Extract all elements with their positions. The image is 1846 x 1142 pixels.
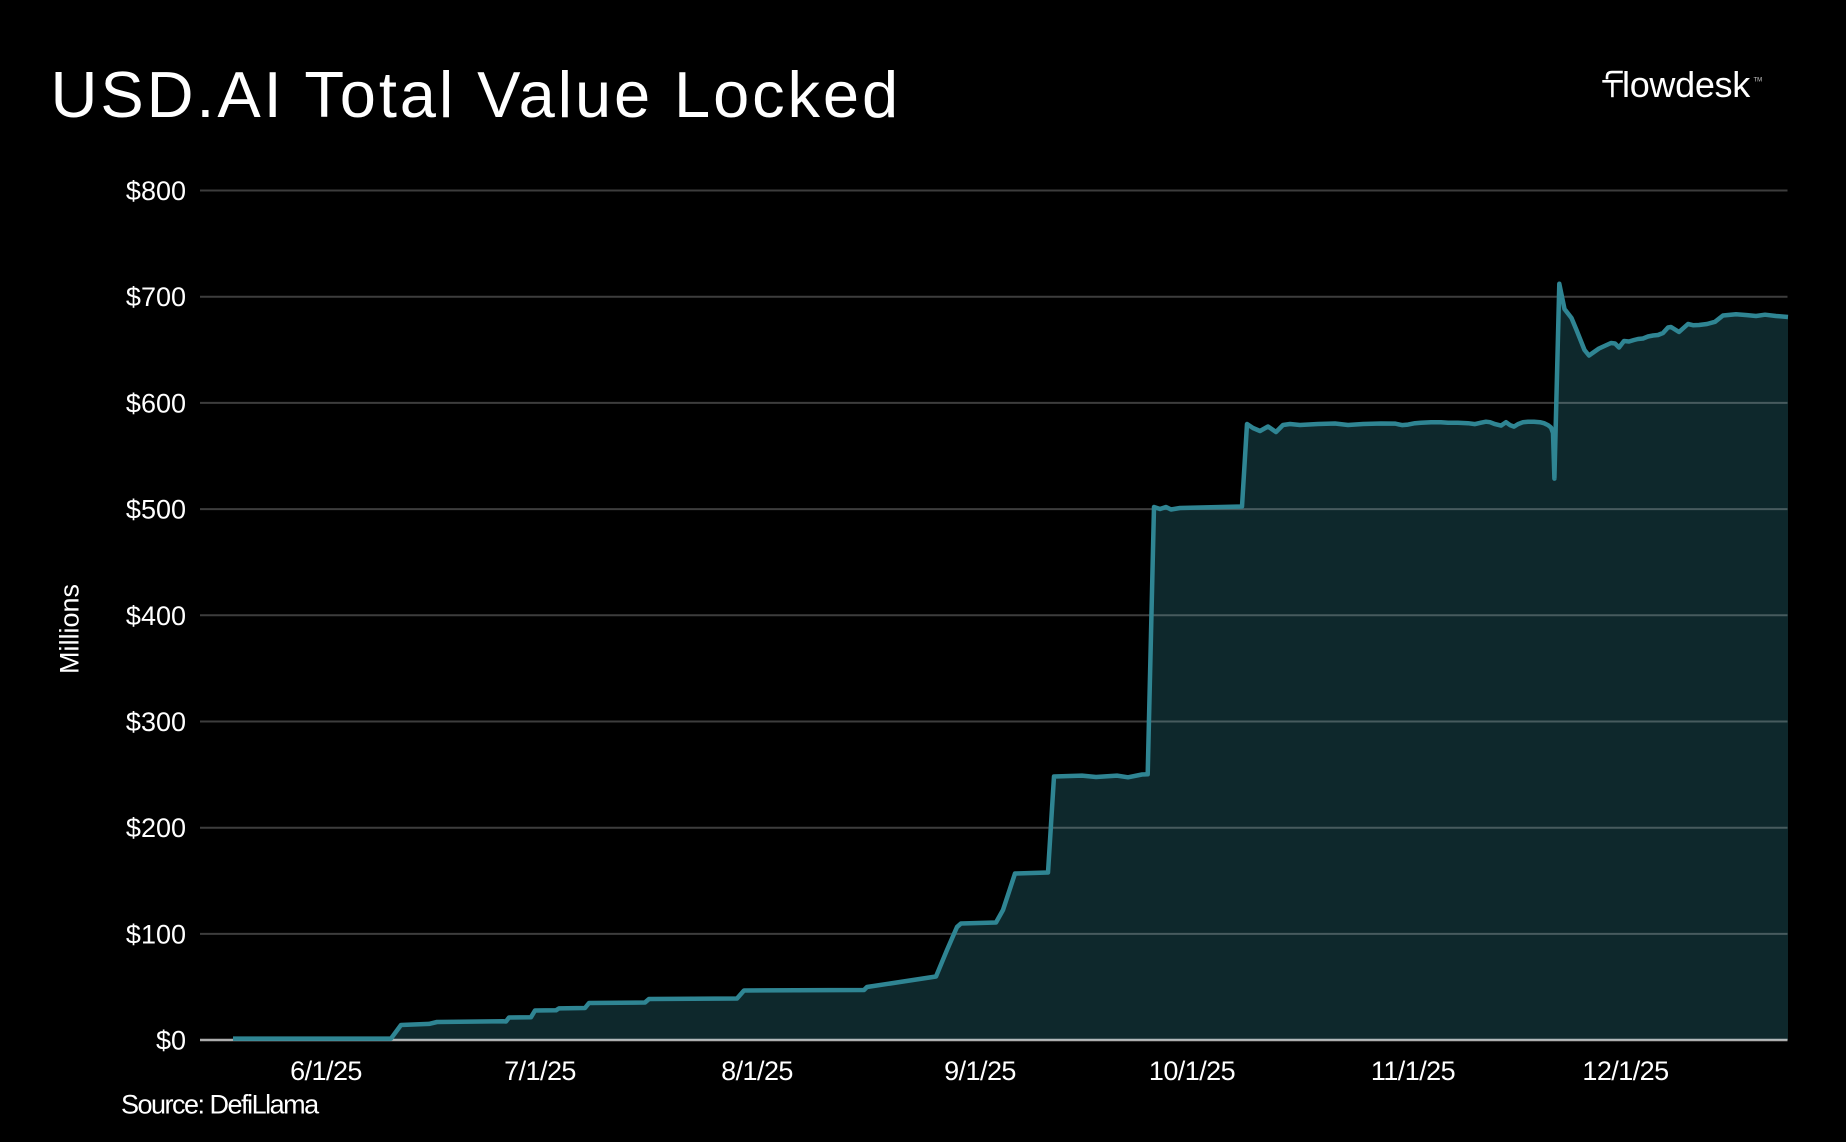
- svg-text:$400: $400: [126, 601, 186, 631]
- svg-text:$200: $200: [126, 813, 186, 843]
- svg-text:8/1/25: 8/1/25: [721, 1056, 793, 1086]
- svg-text:$600: $600: [126, 388, 186, 418]
- svg-text:$700: $700: [126, 282, 186, 312]
- svg-text:Millions: Millions: [55, 584, 85, 674]
- svg-text:Source: DefiLlama: Source: DefiLlama: [121, 1090, 320, 1120]
- svg-text:TM: TM: [1754, 78, 1763, 84]
- svg-text:12/1/25: 12/1/25: [1582, 1056, 1668, 1086]
- svg-text:11/1/25: 11/1/25: [1371, 1056, 1455, 1086]
- svg-text:7/1/25: 7/1/25: [504, 1056, 576, 1086]
- svg-text:10/1/25: 10/1/25: [1149, 1056, 1235, 1086]
- svg-text:$100: $100: [126, 919, 186, 949]
- svg-text:9/1/25: 9/1/25: [944, 1056, 1016, 1086]
- svg-text:6/1/25: 6/1/25: [290, 1056, 362, 1086]
- svg-text:$300: $300: [126, 707, 186, 737]
- svg-text:$500: $500: [126, 495, 186, 525]
- svg-text:USD.AI Total Value Locked: USD.AI Total Value Locked: [51, 58, 902, 131]
- svg-text:$800: $800: [126, 176, 186, 206]
- svg-text:$0: $0: [156, 1026, 186, 1056]
- svg-text:lowdesk: lowdesk: [1622, 64, 1751, 105]
